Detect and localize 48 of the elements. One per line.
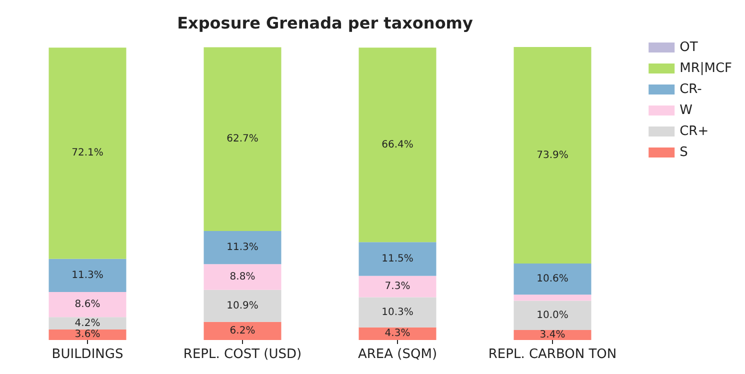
bar <box>514 264 592 295</box>
data-label: 8.8% <box>230 272 256 283</box>
bar <box>358 327 436 340</box>
data-label: 3.6% <box>74 329 100 340</box>
data-label: 4.3% <box>384 328 410 340</box>
bar <box>514 47 592 264</box>
bar <box>358 297 436 328</box>
x-tick-label: REPL. COST (USD) <box>183 347 302 362</box>
bar <box>204 290 282 322</box>
data-label: 3.4% <box>540 330 566 341</box>
bar <box>358 48 436 242</box>
bar <box>48 317 126 330</box>
data-label: 10.3% <box>382 306 414 318</box>
chart-title: Exposure Grenada per taxonomy <box>177 14 474 32</box>
legend-label: S <box>680 145 688 160</box>
legend-label: OT <box>680 40 698 55</box>
data-label: 10.6% <box>536 274 568 285</box>
bar <box>48 258 126 292</box>
bar <box>358 242 436 276</box>
bar <box>358 276 436 298</box>
bar <box>204 231 282 264</box>
x-tick-label: AREA (SQM) <box>358 347 438 362</box>
data-label: 10.9% <box>226 300 258 312</box>
data-label: 72.1% <box>72 148 104 159</box>
data-label: 62.7% <box>226 134 258 145</box>
bar <box>514 300 592 330</box>
bar <box>204 47 282 232</box>
legend-label: W <box>680 103 693 118</box>
data-label: 11.3% <box>72 270 104 281</box>
bar <box>204 322 282 340</box>
bar <box>48 48 126 259</box>
bar <box>204 264 282 290</box>
data-label: 11.3% <box>226 242 258 254</box>
data-label: 4.2% <box>74 318 100 329</box>
legend-label: CR- <box>680 82 702 97</box>
bar <box>48 292 126 318</box>
data-label: 7.3% <box>384 281 410 292</box>
data-label: 10.0% <box>536 310 568 321</box>
x-tick-label: REPL. CARBON TON <box>488 347 617 362</box>
data-label: 66.4% <box>382 139 414 150</box>
x-tick-label: BUILDINGS <box>52 347 124 362</box>
legend-label: MR|MCF <box>680 61 732 76</box>
data-label: 6.2% <box>230 325 256 336</box>
data-label: 8.6% <box>74 299 100 310</box>
legend-label: CR+ <box>680 124 709 139</box>
data-label: 11.5% <box>382 253 414 264</box>
data-label: 73.9% <box>536 150 568 161</box>
bar <box>514 294 592 301</box>
